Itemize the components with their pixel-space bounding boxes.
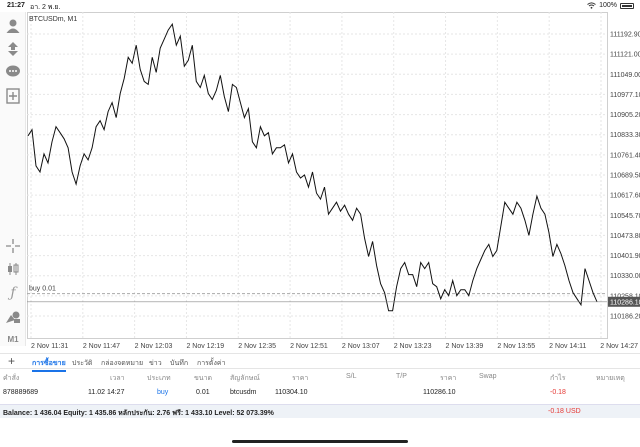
function-icon[interactable]: ƒ: [10, 285, 16, 301]
order-time: 11.02 14:27: [88, 389, 125, 396]
price-line: [27, 22, 598, 312]
trade-arrows-icon[interactable]: [5, 41, 21, 57]
status-time: 21:27: [7, 2, 25, 9]
time-tick-label: 2 Nov 14:11: [549, 343, 586, 350]
wifi-icon: [587, 2, 596, 9]
total-profit: -0.18 USD: [548, 408, 581, 415]
chat-icon[interactable]: [5, 64, 21, 80]
order-profit: -0.18: [550, 389, 566, 396]
order-ticket: 878889689: [3, 389, 39, 396]
header-comment[interactable]: หมายเหตุ: [596, 375, 625, 382]
price-tick-label: 110401.90: [610, 253, 640, 260]
table-row[interactable]: 878889689 11.02 14:27 buy 0.01 btcusdm 1…: [0, 389, 640, 401]
orders-table-header: คำสั่ง เวลา ประเภท ขนาด สัญลักษณ์ ราคา S…: [0, 373, 640, 385]
price-tick-label: 110473.80: [610, 233, 640, 240]
order-symbol: btcusdm: [230, 389, 257, 396]
status-date: อา. 2 พ.ย.: [30, 4, 61, 11]
time-tick-label: 2 Nov 13:23: [394, 343, 432, 350]
time-tick-label: 2 Nov 13:55: [497, 343, 535, 350]
battery-icon: [620, 2, 634, 9]
price-tick-label: 111121.00: [610, 52, 640, 59]
header-current-price[interactable]: ราคา: [440, 375, 457, 382]
buy-level-label: buy 0.01: [29, 286, 56, 293]
header-symbol[interactable]: สัญลักษณ์: [230, 375, 260, 382]
price-tick-label: 110833.30: [610, 132, 640, 139]
chart-symbol-label: BTCUSDm, M1: [29, 16, 77, 23]
tab-journal[interactable]: บันทึก: [170, 360, 189, 367]
tab-trade[interactable]: การซื้อขาย: [32, 358, 66, 372]
tab-settings[interactable]: การตั้งค่า: [197, 360, 226, 367]
add-document-icon[interactable]: [5, 88, 21, 104]
balance-bar: Balance: 1 436.04 Equity: 1 435.86 หลักป…: [0, 404, 640, 418]
objects-icon[interactable]: [5, 309, 21, 325]
header-time[interactable]: เวลา: [110, 375, 125, 382]
chart-canvas[interactable]: 111192.90 111121.00 111049.00 110977.10 1109…: [27, 12, 640, 353]
time-tick-label: 2 Nov 12:19: [186, 343, 224, 350]
time-tick-label: 2 Nov 12:03: [135, 343, 173, 350]
price-chart[interactable]: 111192.90 111121.00 111049.00 110977.10 1109…: [27, 12, 640, 353]
battery-percent: 100%: [599, 2, 617, 9]
tab-history[interactable]: ประวัติ: [72, 360, 93, 367]
tab-bar: + การซื้อขาย ประวัติ กล่องจดหมาย ข่าว บั…: [0, 353, 640, 372]
header-tp[interactable]: T/P: [396, 373, 407, 380]
person-icon[interactable]: [5, 18, 21, 34]
header-order[interactable]: คำสั่ง: [3, 375, 20, 382]
price-tick-label: 111192.90: [610, 32, 640, 39]
time-tick-label: 2 Nov 13:39: [446, 343, 484, 350]
price-tick-label: 110617.60: [610, 193, 640, 200]
price-tick-label: 110330.00: [610, 273, 640, 280]
balance-summary: Balance: 1 436.04 Equity: 1 435.86 หลักป…: [3, 410, 274, 417]
header-price[interactable]: ราคา: [292, 375, 309, 382]
order-current-price: 110286.10: [423, 389, 456, 396]
price-tick-label: 110761.40: [610, 152, 640, 159]
tab-news[interactable]: ข่าว: [149, 360, 162, 367]
status-bar: 21:27 อา. 2 พ.ย. 100%: [0, 0, 640, 12]
price-tick-label: 110977.10: [610, 92, 640, 99]
status-right: 100%: [587, 2, 634, 9]
header-swap[interactable]: Swap: [479, 373, 497, 380]
price-tick-label: 110545.70: [610, 213, 640, 220]
order-type: buy: [157, 389, 169, 396]
crosshair-icon[interactable]: [5, 238, 21, 254]
time-tick-label: 2 Nov 11:31: [31, 343, 68, 350]
add-tab-button[interactable]: +: [8, 354, 16, 368]
home-indicator: [232, 440, 408, 443]
time-tick-label: 2 Nov 13:07: [342, 343, 380, 350]
left-toolbar: ƒ M1: [0, 12, 26, 346]
order-size: 0.01: [196, 389, 210, 396]
current-price-tag-label: 110286.10: [610, 299, 640, 306]
timeframe-button[interactable]: M1: [7, 335, 19, 344]
candles-icon[interactable]: [5, 261, 21, 277]
header-profit[interactable]: กำไร: [550, 375, 566, 382]
price-tick-label: 110905.20: [610, 112, 640, 119]
current-price-tag: [608, 296, 640, 307]
price-tick-label: 111049.00: [610, 72, 640, 79]
order-open-price: 110304.10: [275, 389, 308, 396]
time-tick-label: 2 Nov 12:35: [238, 343, 276, 350]
tab-mailbox[interactable]: กล่องจดหมาย: [101, 360, 144, 367]
price-tick-label: 110689.50: [610, 173, 640, 180]
time-tick-label: 2 Nov 12:51: [290, 343, 328, 350]
header-type[interactable]: ประเภท: [147, 375, 171, 382]
header-sl[interactable]: S/L: [346, 373, 357, 380]
header-size[interactable]: ขนาด: [194, 375, 213, 382]
time-tick-label: 2 Nov 14:27: [600, 343, 638, 350]
price-tick-label: 110186.20: [610, 314, 640, 321]
time-tick-label: 2 Nov 11:47: [83, 343, 120, 350]
